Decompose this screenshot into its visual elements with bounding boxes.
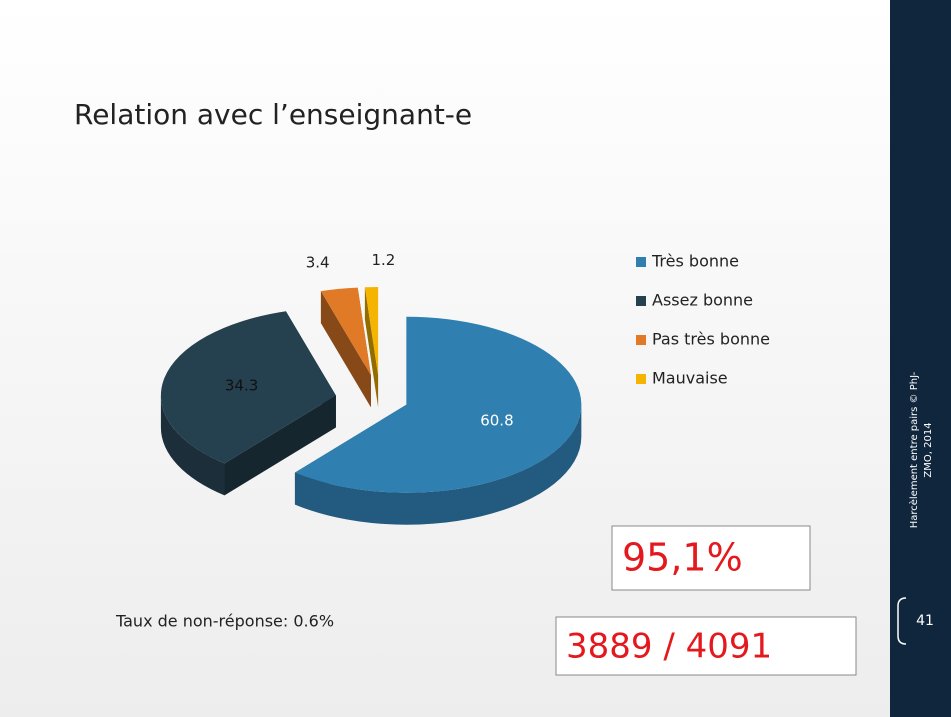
slice-top <box>160 311 336 464</box>
legend-label: Pas très bonne <box>652 330 770 349</box>
box <box>555 616 857 676</box>
sidebar-credit: Harcèlement entre pairs © PhJ- ZMO, 2014 <box>908 371 934 528</box>
credit-line: ZMO, 2014 <box>923 422 934 477</box>
page-number: 41 <box>916 613 934 629</box>
slice-top <box>294 316 582 493</box>
slice-top <box>320 287 371 376</box>
legend-label: Assez bonne <box>652 291 753 310</box>
slice-wall <box>320 291 371 408</box>
slice-wall <box>224 395 336 496</box>
box-text: 95,1% <box>622 536 743 580</box>
slice <box>160 311 336 496</box>
slice <box>294 316 582 525</box>
data-label: 60.8 <box>480 412 513 430</box>
legend-label: Mauvaise <box>652 369 728 388</box>
data-label: 34.3 <box>225 376 258 394</box>
legend-swatch <box>636 335 646 345</box>
legend-swatch <box>636 374 646 384</box>
data-label: 3.4 <box>306 253 330 271</box>
slice-side <box>160 395 225 496</box>
slice-top <box>364 287 379 376</box>
credit-line: Harcèlement entre pairs © PhJ- <box>908 371 920 528</box>
slice-wall <box>364 287 379 408</box>
legend: Très bonne Assez bonne Pas très bonne Mauva… <box>636 252 770 388</box>
slice <box>320 287 371 408</box>
box-text: 3889 / 4091 <box>566 627 772 667</box>
data-label: 1.2 <box>372 251 396 269</box>
legend-swatch <box>636 257 646 267</box>
sidebar <box>890 0 951 717</box>
slice-side <box>294 404 582 525</box>
note: Taux de non-réponse: 0.6% <box>115 612 334 631</box>
pie: 60.8 34.3 3.4 1.2 <box>160 251 582 525</box>
legend-swatch <box>636 296 646 306</box>
slice <box>364 287 379 408</box>
chart-title: Relation avec l’enseignant-e <box>74 98 472 131</box>
box <box>611 525 811 591</box>
page-bracket <box>897 597 907 645</box>
legend-label: Très bonne <box>651 252 739 271</box>
